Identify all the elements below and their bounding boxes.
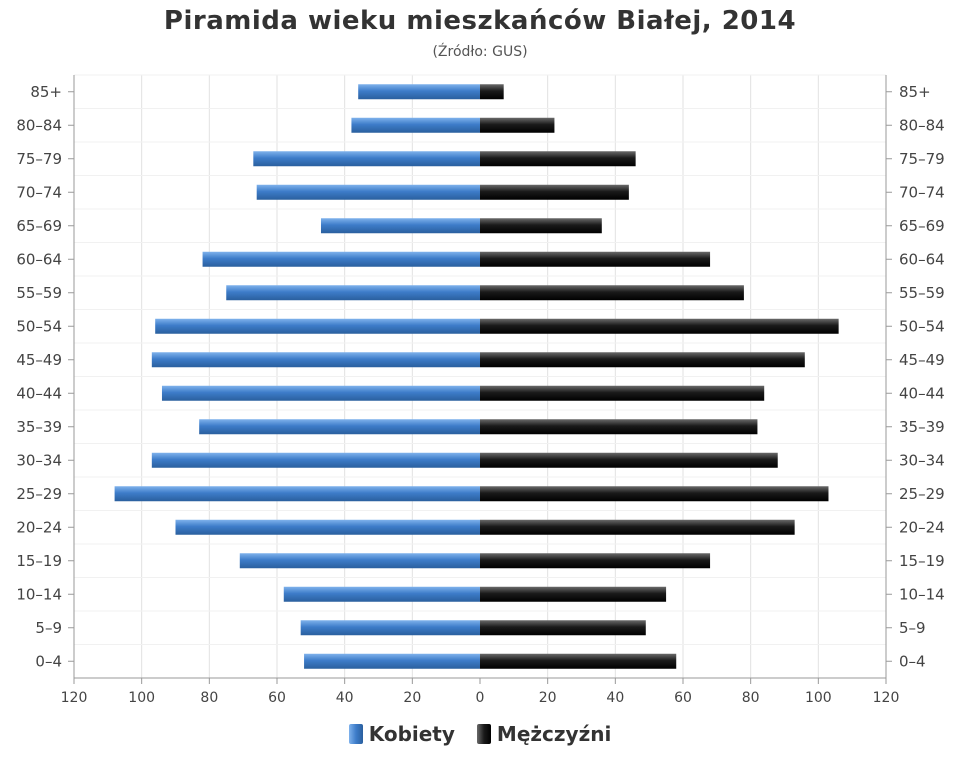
y-tick-label-left: 65–69	[16, 217, 62, 235]
bar-kobiety-65–69[interactable]	[320, 218, 480, 234]
legend-label-mezczyzni: Mężczyźni	[496, 722, 612, 746]
y-tick-label-left: 5–9	[35, 619, 62, 637]
y-tick-label-right: 85+	[899, 83, 931, 101]
legend-item-kobiety[interactable]: Kobiety	[348, 722, 455, 746]
x-tick-label: 100	[128, 690, 155, 706]
bar-kobiety-0–4[interactable]	[304, 653, 480, 669]
y-tick-label-left: 25–29	[16, 485, 62, 503]
bar-mezczyzni-35–39[interactable]	[480, 419, 758, 435]
legend-swatch-mezczyzni	[476, 724, 491, 744]
bar-kobiety-50–54[interactable]	[155, 318, 480, 334]
y-tick-label-right: 25–29	[899, 485, 945, 503]
y-tick-label-left: 35–39	[16, 418, 62, 436]
y-tick-label-left: 0–4	[35, 652, 62, 670]
bar-mezczyzni-65–69[interactable]	[480, 218, 602, 234]
x-tick-label: 80	[200, 690, 218, 706]
y-tick-label-left: 20–24	[16, 518, 62, 536]
chart-subtitle: (Źródło: GUS)	[432, 44, 528, 60]
y-tick-label-right: 75–79	[899, 150, 945, 168]
chart-title: Piramida wieku mieszkańców Białej, 2014	[163, 6, 797, 36]
bar-mezczyzni-25–29[interactable]	[480, 486, 829, 502]
legend-item-mezczyzni[interactable]: Mężczyźni	[476, 722, 612, 746]
y-tick-label-left: 55–59	[16, 284, 62, 302]
y-tick-label-right: 30–34	[899, 451, 945, 469]
y-tick-label-left: 10–14	[16, 585, 62, 603]
x-tick-label: 120	[61, 690, 88, 706]
bar-mezczyzni-20–24[interactable]	[480, 519, 795, 535]
axes	[68, 75, 892, 684]
bar-kobiety-85+[interactable]	[358, 84, 480, 100]
x-tick-label: 0	[476, 690, 485, 706]
bar-mezczyzni-70–74[interactable]	[480, 184, 629, 200]
bar-mezczyzni-85+[interactable]	[480, 84, 504, 100]
x-tick-label: 100	[805, 690, 832, 706]
bar-kobiety-15–19[interactable]	[239, 553, 480, 569]
bar-mezczyzni-15–19[interactable]	[480, 553, 711, 569]
x-tick-label: 40	[606, 690, 624, 706]
bar-mezczyzni-50–54[interactable]	[480, 318, 839, 334]
bar-kobiety-80–84[interactable]	[351, 117, 480, 133]
bar-kobiety-45–49[interactable]	[151, 352, 481, 368]
bar-kobiety-70–74[interactable]	[256, 184, 480, 200]
bar-mezczyzni-30–34[interactable]	[480, 452, 778, 468]
legend: Kobiety Mężczyźni	[0, 722, 960, 746]
y-tick-label-right: 5–9	[899, 619, 926, 637]
bar-kobiety-40–44[interactable]	[161, 385, 480, 401]
bar-mezczyzni-80–84[interactable]	[480, 117, 555, 133]
y-tick-label-right: 40–44	[899, 384, 945, 402]
y-tick-label-right: 45–49	[899, 351, 945, 369]
y-tick-label-right: 15–19	[899, 552, 945, 570]
bar-mezczyzni-45–49[interactable]	[480, 352, 805, 368]
y-tick-label-right: 10–14	[899, 585, 945, 603]
y-tick-label-right: 55–59	[899, 284, 945, 302]
y-tick-label-left: 70–74	[16, 183, 62, 201]
y-tick-label-right: 80–84	[899, 116, 945, 134]
y-tick-label-left: 75–79	[16, 150, 62, 168]
x-tick-label: 20	[403, 690, 421, 706]
bar-mezczyzni-10–14[interactable]	[480, 586, 667, 602]
x-tick-label: 60	[268, 690, 286, 706]
y-tick-label-right: 50–54	[899, 317, 945, 335]
bar-kobiety-20–24[interactable]	[175, 519, 481, 535]
x-tick-label: 20	[539, 690, 557, 706]
bar-mezczyzni-55–59[interactable]	[480, 285, 744, 301]
bar-mezczyzni-5–9[interactable]	[480, 620, 646, 636]
bar-kobiety-30–34[interactable]	[151, 452, 481, 468]
y-tick-label-left: 30–34	[16, 451, 62, 469]
y-tick-label-right: 0–4	[899, 652, 926, 670]
y-tick-label-right: 35–39	[899, 418, 945, 436]
tick-labels: 120 100 80 60 40 20 0 20 40 60 80 100 120 85+ 85+ 80–84…	[16, 83, 944, 706]
y-tick-label-right: 65–69	[899, 217, 945, 235]
y-tick-label-right: 20–24	[899, 518, 945, 536]
bar-kobiety-55–59[interactable]	[226, 285, 480, 301]
bar-kobiety-5–9[interactable]	[300, 620, 480, 636]
x-tick-label: 120	[873, 690, 900, 706]
x-tick-label: 80	[742, 690, 760, 706]
y-tick-label-left: 80–84	[16, 116, 62, 134]
y-tick-label-left: 15–19	[16, 552, 62, 570]
y-tick-label-left: 85+	[30, 83, 62, 101]
y-tick-label-left: 60–64	[16, 250, 62, 268]
bar-kobiety-75–79[interactable]	[253, 151, 480, 167]
y-tick-label-left: 50–54	[16, 317, 62, 335]
legend-swatch-kobiety	[348, 724, 363, 744]
bar-mezczyzni-0–4[interactable]	[480, 653, 677, 669]
x-tick-label: 40	[336, 690, 354, 706]
bar-kobiety-25–29[interactable]	[114, 486, 480, 502]
y-tick-label-left: 40–44	[16, 384, 62, 402]
x-tick-label: 60	[674, 690, 692, 706]
bar-kobiety-60–64[interactable]	[202, 251, 481, 267]
bar-kobiety-10–14[interactable]	[283, 586, 480, 602]
y-tick-label-left: 45–49	[16, 351, 62, 369]
y-tick-label-right: 60–64	[899, 250, 945, 268]
bar-mezczyzni-40–44[interactable]	[480, 385, 765, 401]
bar-mezczyzni-60–64[interactable]	[480, 251, 711, 267]
legend-label-kobiety: Kobiety	[368, 722, 455, 746]
bar-mezczyzni-75–79[interactable]	[480, 151, 636, 167]
bars	[114, 84, 839, 669]
bar-kobiety-35–39[interactable]	[199, 419, 480, 435]
y-tick-label-right: 70–74	[899, 183, 945, 201]
